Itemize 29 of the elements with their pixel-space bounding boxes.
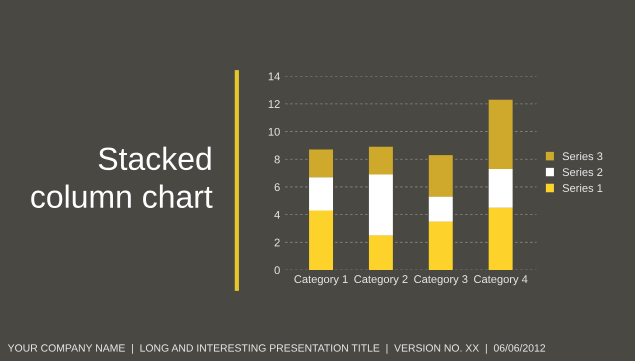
bar (368, 174, 393, 236)
bar (428, 222, 453, 270)
bar (309, 177, 334, 210)
y-tick-label: 2 (274, 238, 280, 246)
bar (368, 146, 393, 174)
bar (309, 210, 334, 270)
y-tick-label: 8 (274, 156, 280, 164)
bar (428, 196, 453, 222)
x-tick-label: Category 3 (414, 275, 468, 286)
x-tick-label: Category 2 (354, 275, 408, 286)
bar (368, 235, 393, 270)
y-tick-label: 10 (268, 128, 280, 136)
y-tick-label: 0 (274, 266, 280, 274)
legend-label: Series 3 (562, 152, 602, 160)
y-tick-label: 12 (268, 100, 280, 108)
text: Stacked column chart (31, 146, 212, 208)
bar (309, 150, 334, 178)
legend-label: Series 1 (562, 184, 602, 192)
bar (488, 208, 513, 270)
y-tick-label: 6 (274, 183, 280, 192)
text: YOUR COMPANY NAME | LONG AND INTERESTING PRESENTATION TITLE | VERSION NO. XX | 06/06/2012 (8, 344, 546, 354)
x-tick-label: Category 1 (294, 275, 348, 286)
x-tick-label: Category 4 (474, 275, 528, 286)
y-tick-label: 4 (274, 211, 280, 219)
bar (488, 168, 513, 208)
legend-label: Series 2 (562, 168, 602, 176)
bar (488, 100, 513, 169)
y-tick-label: 14 (268, 72, 280, 80)
bar (428, 155, 453, 197)
